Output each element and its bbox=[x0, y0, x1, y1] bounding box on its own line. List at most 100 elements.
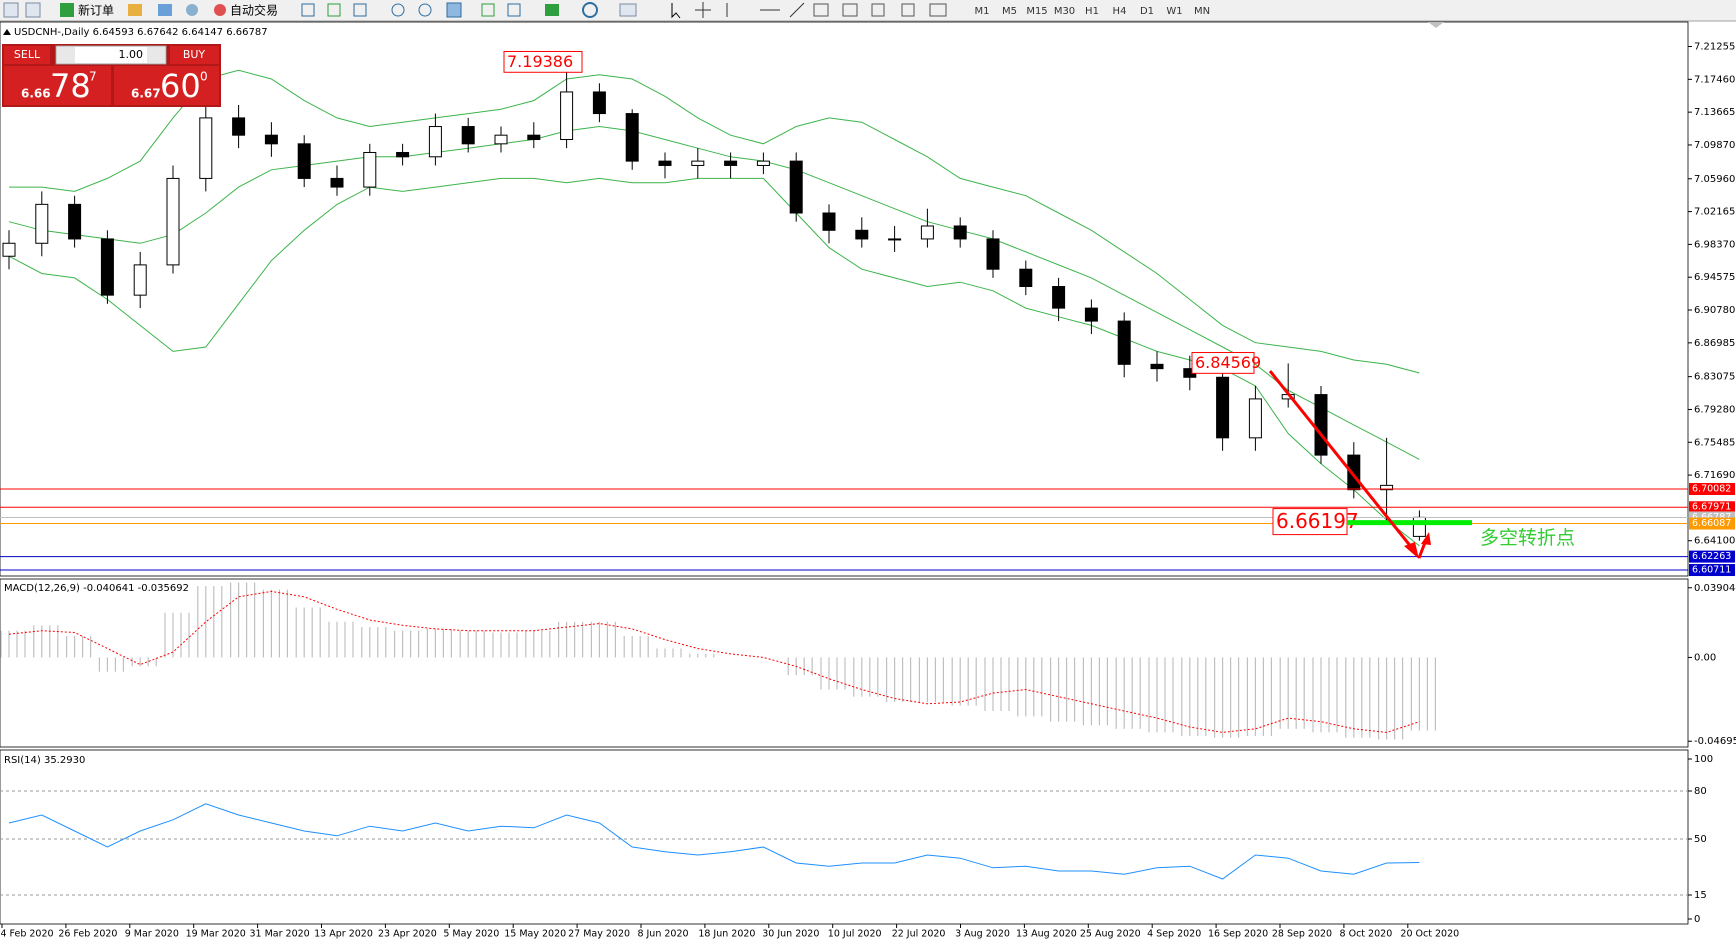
price-tag-label: 6.70082 bbox=[1692, 483, 1731, 494]
icon-button[interactable] bbox=[446, 2, 462, 18]
sell-price-frac[interactable]: 7 bbox=[89, 70, 97, 84]
sell-button[interactable] bbox=[4, 46, 50, 64]
candle-body bbox=[428, 126, 442, 158]
price-annotation: 6.84569 bbox=[1195, 353, 1261, 372]
lots-up[interactable] bbox=[147, 47, 165, 63]
y-tick-label: 7.13665 bbox=[1694, 107, 1735, 118]
x-tick-label: 3 Aug 2020 bbox=[955, 929, 1010, 940]
buy-price-frac[interactable]: 0 bbox=[200, 70, 208, 84]
y-tick-label: 7.17460 bbox=[1694, 74, 1735, 85]
x-tick-label: 15 May 2020 bbox=[504, 929, 566, 940]
crosshair-tool[interactable] bbox=[695, 2, 711, 18]
text-tool[interactable] bbox=[871, 3, 885, 17]
buy-label[interactable]: BUY bbox=[183, 48, 206, 61]
y-tick-label: 6.83075 bbox=[1694, 372, 1735, 383]
cursor-tool[interactable] bbox=[671, 3, 681, 19]
timeframe-button[interactable]: M15 bbox=[1026, 6, 1047, 17]
icon-button[interactable] bbox=[507, 3, 521, 17]
sell-price-big[interactable]: 6.66 bbox=[21, 87, 51, 101]
fibo-tool[interactable] bbox=[842, 3, 858, 17]
buy-price-big[interactable]: 6.67 bbox=[131, 87, 161, 101]
buy-button[interactable] bbox=[170, 46, 219, 64]
auto-trading-button[interactable]: 自动交易 bbox=[230, 3, 278, 18]
toolbar-buttons: 新订单 自动交易 bbox=[3, 2, 947, 19]
price-annotation: 6.66197 bbox=[1276, 509, 1359, 533]
candle-body bbox=[822, 212, 836, 231]
new-order-icon[interactable] bbox=[60, 3, 74, 17]
candle-body bbox=[658, 160, 672, 166]
x-tick-label: 23 Apr 2020 bbox=[378, 929, 437, 940]
candle-body bbox=[625, 113, 639, 162]
candle-body bbox=[592, 91, 606, 115]
timeframe-button[interactable]: H4 bbox=[1113, 6, 1127, 17]
icon-button[interactable] bbox=[327, 3, 341, 17]
lots-input[interactable] bbox=[55, 45, 167, 65]
price-annotation-box bbox=[1191, 352, 1255, 374]
icon-button[interactable] bbox=[3, 2, 19, 18]
buy-price-box[interactable] bbox=[114, 66, 219, 105]
x-tick-label: 28 Sep 2020 bbox=[1272, 929, 1332, 940]
timeframe-button[interactable]: M5 bbox=[1002, 6, 1017, 17]
y-tick-label: 80 bbox=[1694, 786, 1707, 797]
candle-body bbox=[1380, 484, 1394, 491]
new-order-button[interactable]: 新订单 bbox=[78, 3, 114, 18]
x-tick-label: 27 May 2020 bbox=[568, 929, 630, 940]
candle-body bbox=[1150, 363, 1164, 370]
x-tick-label: 20 Oct 2020 bbox=[1400, 929, 1459, 940]
price-tag-label: 6.66087 bbox=[1692, 518, 1731, 529]
y-tick-label: 0.039044 bbox=[1694, 583, 1736, 594]
timeframe-button[interactable]: MN bbox=[1194, 6, 1210, 17]
timeframe-bar: M1 M5 M15 M30 H1 H4 D1 W1 MN bbox=[975, 6, 1211, 17]
templates-button[interactable] bbox=[619, 3, 637, 17]
candle-body bbox=[199, 117, 213, 179]
buy-price-pips[interactable]: 60 bbox=[160, 67, 201, 105]
icon-button[interactable] bbox=[186, 4, 198, 16]
icon-button[interactable] bbox=[128, 4, 142, 16]
price-tag bbox=[1689, 564, 1735, 577]
timeframe-button[interactable]: M30 bbox=[1054, 6, 1075, 17]
candle-body bbox=[100, 238, 114, 296]
label-tool[interactable] bbox=[901, 3, 915, 17]
shift-marker bbox=[1428, 22, 1444, 28]
channel-tool[interactable] bbox=[813, 3, 829, 17]
sell-price-pips[interactable]: 78 bbox=[50, 67, 91, 105]
timeframe-button[interactable]: W1 bbox=[1166, 6, 1182, 17]
lots-down[interactable] bbox=[57, 47, 75, 63]
y-tick-label: 7.05960 bbox=[1694, 174, 1735, 185]
timeframe-button[interactable]: D1 bbox=[1140, 6, 1154, 17]
auto-trading-icon[interactable] bbox=[214, 4, 226, 16]
sell-price-box[interactable] bbox=[4, 66, 111, 105]
sell-label[interactable]: SELL bbox=[14, 48, 41, 61]
x-tick-label: 30 Jun 2020 bbox=[762, 929, 819, 940]
toolbar bbox=[0, 0, 1736, 21]
icon-button[interactable] bbox=[301, 3, 315, 17]
x-tick-label: 26 Feb 2020 bbox=[58, 929, 117, 940]
icon-button[interactable] bbox=[158, 4, 172, 16]
y-tick-label: 6.94575 bbox=[1694, 272, 1735, 283]
periods-button[interactable] bbox=[582, 2, 598, 18]
indicators-button[interactable] bbox=[545, 4, 559, 16]
lots-value[interactable]: 1.00 bbox=[119, 48, 144, 61]
icon-button[interactable] bbox=[353, 3, 367, 17]
arrows-tool[interactable] bbox=[929, 3, 947, 17]
y-tick-label: 7.09870 bbox=[1694, 140, 1735, 151]
zoom-out[interactable] bbox=[418, 3, 432, 17]
zoom-in[interactable] bbox=[391, 3, 405, 17]
candle-body bbox=[1019, 268, 1033, 288]
timeframe-button[interactable]: H1 bbox=[1085, 6, 1099, 17]
candle-body bbox=[855, 229, 869, 240]
one-click-trading: SELL 1.00 BUY 6.66 78 7 6.67 60 0 bbox=[2, 44, 221, 107]
icon-button[interactable] bbox=[481, 3, 495, 17]
y-tick-label: -0.046959 bbox=[1694, 736, 1736, 747]
bollinger-upper bbox=[9, 69, 1420, 374]
timeframe-button[interactable]: M1 bbox=[975, 6, 990, 17]
y-tick-label: 15 bbox=[1694, 890, 1707, 901]
trendline-tool[interactable] bbox=[789, 2, 805, 18]
candle-body bbox=[888, 238, 902, 241]
price-tag bbox=[1689, 550, 1735, 563]
icon-button[interactable] bbox=[25, 2, 41, 18]
candle-body bbox=[363, 151, 377, 188]
y-tick-label: 6.79280 bbox=[1694, 404, 1735, 415]
candle-body bbox=[35, 203, 49, 244]
